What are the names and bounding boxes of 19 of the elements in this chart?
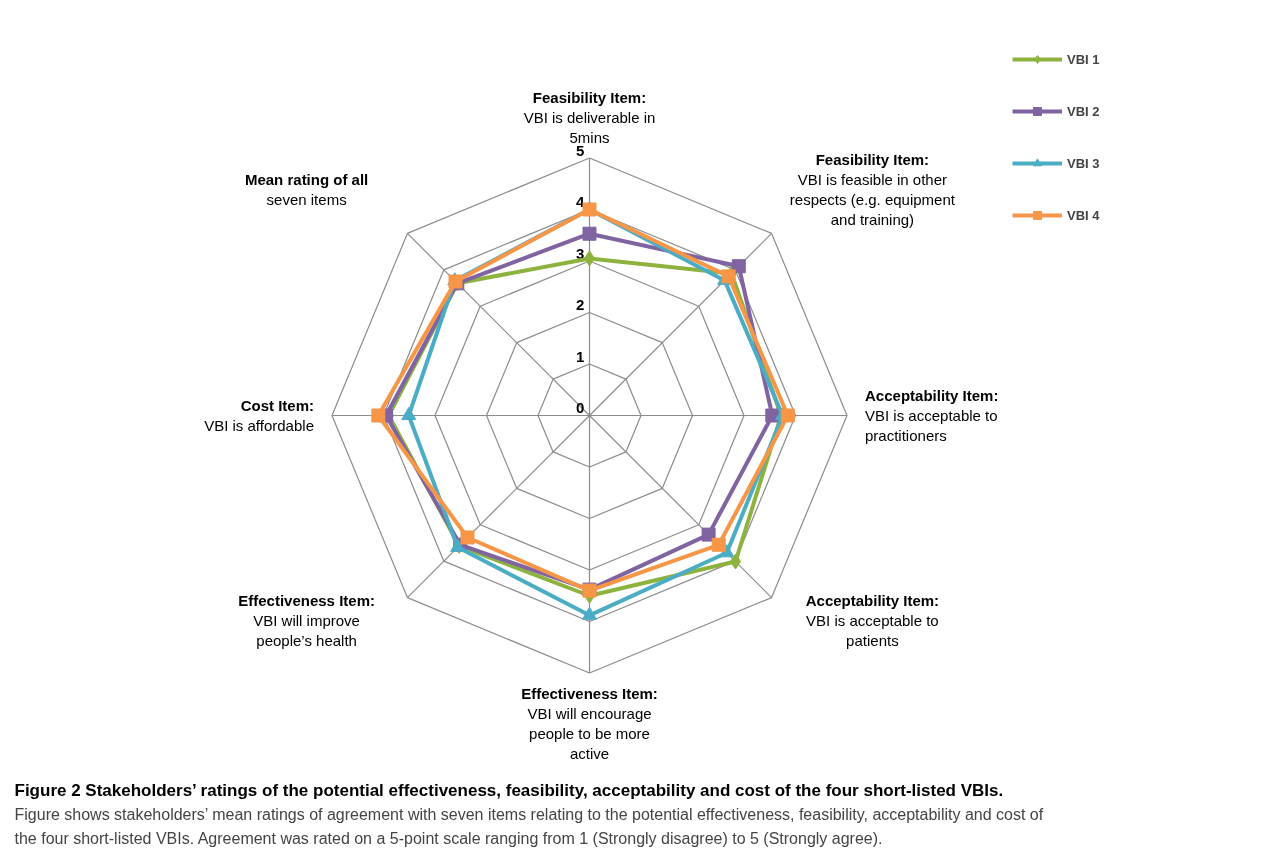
y-tick-label: 4 bbox=[576, 193, 586, 211]
legend-label: VBI 3 bbox=[1067, 155, 1100, 171]
legend-label: VBI 2 bbox=[1067, 103, 1100, 119]
spoke-label: Mean rating of all seven items bbox=[244, 171, 369, 209]
text: Figure shows stakeholders’ mean ratings of agreement with seven items relating to the potential effectiveness, feasibility, acceptability and cost of the four short-listed VBIs. Agreement was rated on a 5-point scale ranging from 1 (Strongly disagree) to 5 (Strongly agree). bbox=[14, 806, 1044, 847]
spoke-label: Cost Item: VBI is affordable bbox=[204, 397, 314, 434]
spoke-label: Effectiveness Item: VBI will improve people’s health bbox=[238, 592, 375, 650]
spoke-label: Effectiveness Item: VBI will encourage people to be more active bbox=[521, 684, 658, 762]
spoke-label: Feasibility Item: VBI is deliverable in 5mins bbox=[523, 89, 656, 147]
legend-label: VBI 1 bbox=[1067, 51, 1100, 67]
y-tick-label: 1 bbox=[576, 347, 585, 365]
spoke-label: Feasibility Item: VBI is feasible in other respects (e.g. equipment and training) bbox=[789, 151, 956, 229]
y-tick-label: 0 bbox=[576, 399, 585, 417]
spoke-label: Acceptability Item: VBI is acceptable to patients bbox=[805, 592, 940, 650]
legend-label: VBI 4 bbox=[1067, 207, 1100, 223]
text: Figure 2 Stakeholders’ ratings of the potential effectiveness, feasibility, acceptability and cost of the four short-listed VBIs. bbox=[14, 781, 1004, 800]
y-tick-label: 3 bbox=[576, 244, 585, 262]
spoke-label: Acceptability Item: VBI is acceptable to practitioners bbox=[865, 387, 999, 444]
y-tick-label: 2 bbox=[576, 296, 585, 314]
